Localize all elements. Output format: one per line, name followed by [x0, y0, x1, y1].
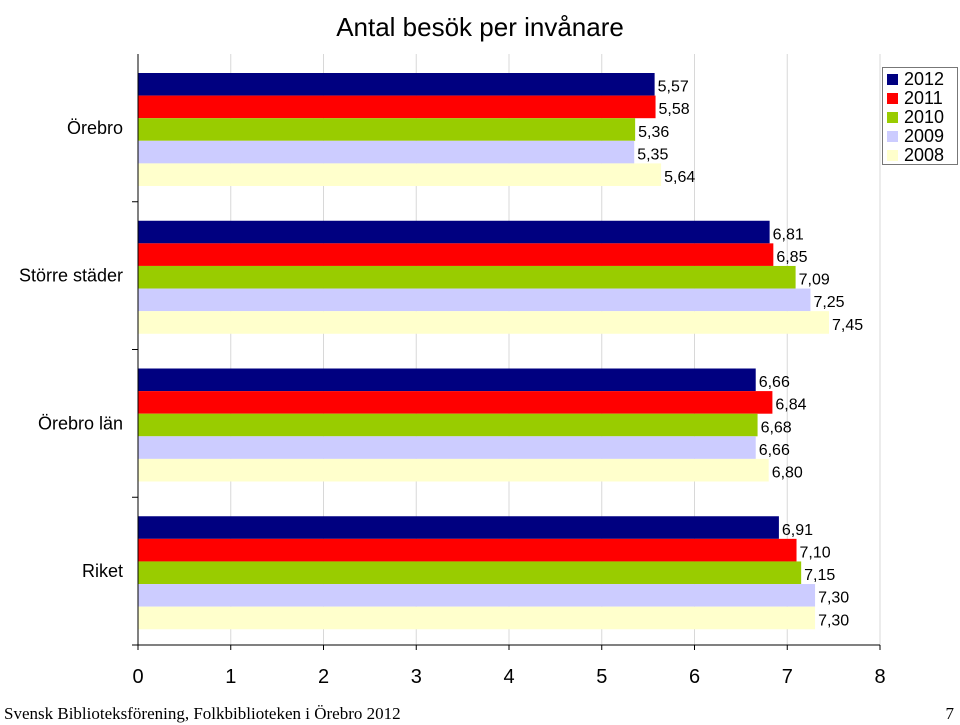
- data-label: 6,85: [776, 249, 807, 266]
- legend-swatch: [887, 150, 898, 161]
- category-label: Örebro: [67, 118, 123, 138]
- page-number: 7: [945, 704, 955, 723]
- x-tick-label: 0: [132, 666, 143, 688]
- data-label: 5,58: [659, 101, 690, 118]
- x-tick-label: 7: [782, 666, 793, 688]
- bar: [138, 436, 756, 459]
- x-tick-label: 8: [874, 666, 885, 688]
- legend-label: 2012: [904, 69, 945, 89]
- bar: [138, 458, 769, 482]
- data-label: 7,30: [818, 612, 849, 629]
- chart-title: Antal besök per invånare: [336, 12, 624, 42]
- bar: [138, 243, 774, 266]
- data-label: 5,57: [658, 79, 689, 96]
- legend-label: 2010: [904, 107, 945, 127]
- x-tick-label: 6: [689, 666, 700, 688]
- bar: [138, 73, 655, 96]
- bar: [138, 288, 811, 312]
- legend-label: 2009: [904, 126, 945, 146]
- x-tick-label: 1: [225, 666, 236, 688]
- legend-label: 2011: [904, 88, 943, 108]
- bar: [138, 368, 756, 392]
- bar: [138, 265, 796, 289]
- data-label: 6,81: [773, 226, 804, 243]
- category-label: Riket: [82, 561, 123, 581]
- data-label: 5,64: [664, 169, 695, 186]
- data-label: 6,68: [761, 419, 792, 436]
- bar: [138, 584, 816, 607]
- data-label: 7,15: [804, 567, 835, 584]
- data-label: 6,66: [759, 442, 790, 459]
- bar: [138, 163, 662, 186]
- legend-swatch: [887, 93, 898, 104]
- bar: [138, 606, 816, 630]
- bar: [138, 118, 636, 141]
- bar: [138, 220, 770, 244]
- legend-item: 2010: [887, 107, 957, 127]
- legend-item: 2011: [887, 88, 957, 108]
- legend-label: 2008: [904, 145, 945, 165]
- data-label: 7,10: [800, 544, 831, 561]
- data-label: 7,30: [818, 590, 849, 607]
- data-label: 6,91: [782, 522, 813, 539]
- bar: [138, 311, 829, 334]
- data-label: 6,80: [772, 465, 803, 482]
- legend-item: 2012: [887, 69, 957, 89]
- legend: 2012 2011 2010 2009 2008: [882, 67, 958, 165]
- category-label: Örebro län: [38, 413, 123, 433]
- x-tick-label: 4: [503, 666, 514, 688]
- legend-swatch: [887, 131, 898, 142]
- data-label: 6,66: [759, 374, 790, 391]
- data-label: 5,36: [638, 124, 669, 141]
- bar: [138, 538, 797, 562]
- bar: [138, 413, 758, 437]
- legend-swatch: [887, 74, 898, 85]
- bar-chart: 5,57 5,58 5,36 5,35 5,64 Örebro 6,81 6,85 7,09 7,…: [19, 54, 886, 688]
- data-label: 7,45: [832, 317, 863, 334]
- footer-text: Svensk Biblioteksförening, Folkbibliotek…: [4, 704, 401, 723]
- data-label: 7,09: [799, 272, 830, 289]
- bar: [138, 391, 773, 414]
- data-label: 5,35: [637, 146, 668, 163]
- x-tick-label: 5: [596, 666, 607, 688]
- bar: [138, 516, 779, 539]
- bar: [138, 95, 656, 119]
- bar: [138, 561, 802, 585]
- legend-item: 2008: [887, 145, 957, 165]
- bar: [138, 140, 635, 164]
- category-label: Större städer: [19, 266, 123, 286]
- legend-item: 2009: [887, 126, 957, 146]
- x-tick-label: 2: [318, 666, 329, 688]
- data-label: 7,25: [813, 294, 844, 311]
- legend-swatch: [887, 112, 898, 123]
- data-label: 6,84: [775, 397, 806, 414]
- x-tick-label: 3: [411, 666, 422, 688]
